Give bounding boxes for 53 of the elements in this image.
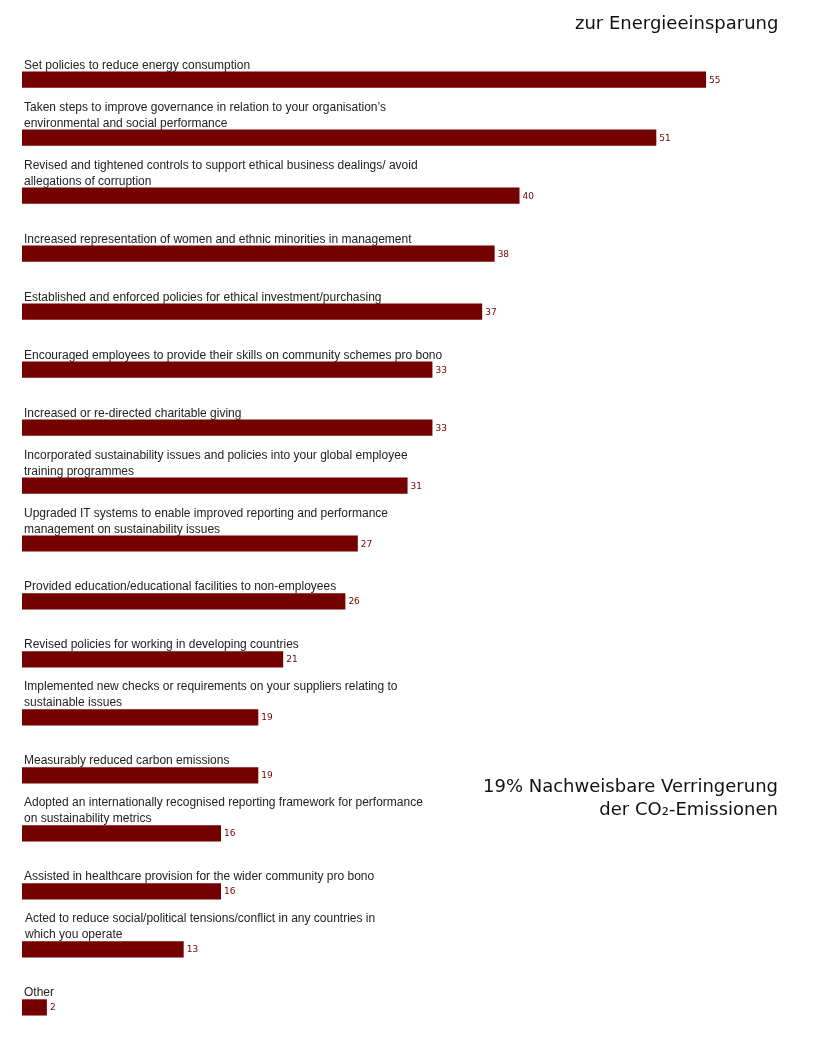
data-label: 55 bbox=[709, 74, 721, 85]
bar bbox=[22, 535, 358, 552]
data-label: 16 bbox=[224, 886, 236, 897]
y-tick-label: Adopted an internationally recognised reporting framework for performance on sustainability metrics bbox=[24, 795, 424, 825]
y-tick-label: Measurably reduced carbon emissions bbox=[24, 753, 230, 767]
y-tick-label: Implemented new checks or requirements on your suppliers relating to sustainable issues bbox=[24, 679, 398, 709]
data-label: 33 bbox=[435, 422, 447, 433]
y-tick-label: Increased representation of women and ethnic minorities in management bbox=[24, 232, 413, 246]
data-label: 21 bbox=[286, 654, 298, 665]
bar bbox=[22, 245, 495, 262]
data-label: 37 bbox=[485, 306, 497, 317]
y-tick-label: Provided education/educational facilities to non-employees bbox=[24, 579, 337, 593]
bar bbox=[22, 129, 657, 146]
bar bbox=[22, 999, 47, 1016]
y-tick-label: Set policies to reduce energy consumption bbox=[24, 58, 251, 72]
y-tick-label: Taken steps to improve governance in relation to your organisation’s environmental and social performance bbox=[24, 100, 386, 130]
text: zur Energieeinsparung bbox=[575, 12, 779, 33]
data-label: 19 bbox=[261, 712, 274, 723]
data-label: 13 bbox=[186, 944, 199, 955]
y-tick-label: Assisted in healthcare provision for the wider community pro bono bbox=[24, 869, 375, 883]
y-tick-label: Encouraged employees to provide their skills on community schemes pro bono bbox=[24, 348, 443, 362]
y-tick-label: Incorporated sustainability issues and policies into your global employee training programmes bbox=[24, 448, 408, 478]
bar bbox=[22, 941, 184, 958]
data-label: 2 bbox=[49, 1002, 56, 1013]
y-tick-label: Other bbox=[24, 985, 55, 999]
bar bbox=[22, 477, 408, 494]
y-tick-label: Increased or re-directed charitable giving bbox=[24, 406, 242, 420]
y-tick-label: Acted to reduce social/political tensions/conflict in any countries in which you operate bbox=[24, 911, 376, 941]
data-label: 38 bbox=[497, 248, 510, 259]
data-label: 27 bbox=[360, 538, 373, 549]
bar bbox=[22, 825, 221, 842]
data-label: 31 bbox=[410, 480, 423, 491]
data-label: 26 bbox=[348, 596, 361, 607]
y-tick-label: Revised and tightened controls to support ethical business dealings/ avoid allegations of corruption bbox=[24, 158, 418, 188]
bar bbox=[22, 303, 483, 320]
data-label: 16 bbox=[224, 828, 236, 839]
annotation: 19% Nachweisbare Verringerung der CO₂-Emissionen bbox=[483, 775, 778, 820]
bar bbox=[22, 709, 259, 726]
y-tick-label: Revised policies for working in developing countries bbox=[24, 637, 299, 651]
bar bbox=[22, 361, 433, 378]
data-label: 19 bbox=[261, 770, 274, 781]
data-label: 33 bbox=[435, 364, 447, 375]
bar bbox=[22, 767, 259, 784]
bar bbox=[22, 419, 433, 436]
data-label: 51 bbox=[659, 132, 671, 143]
bar bbox=[22, 883, 221, 900]
data-label: 40 bbox=[522, 190, 535, 201]
bar bbox=[22, 593, 346, 610]
bar bbox=[22, 187, 520, 204]
y-tick-label: Established and enforced policies for ethical investment/purchasing bbox=[24, 290, 382, 304]
y-tick-label: Upgraded IT systems to enable improved reporting and performance management on sustainability issues bbox=[24, 506, 389, 536]
bar bbox=[22, 71, 707, 88]
bar bbox=[22, 651, 284, 668]
